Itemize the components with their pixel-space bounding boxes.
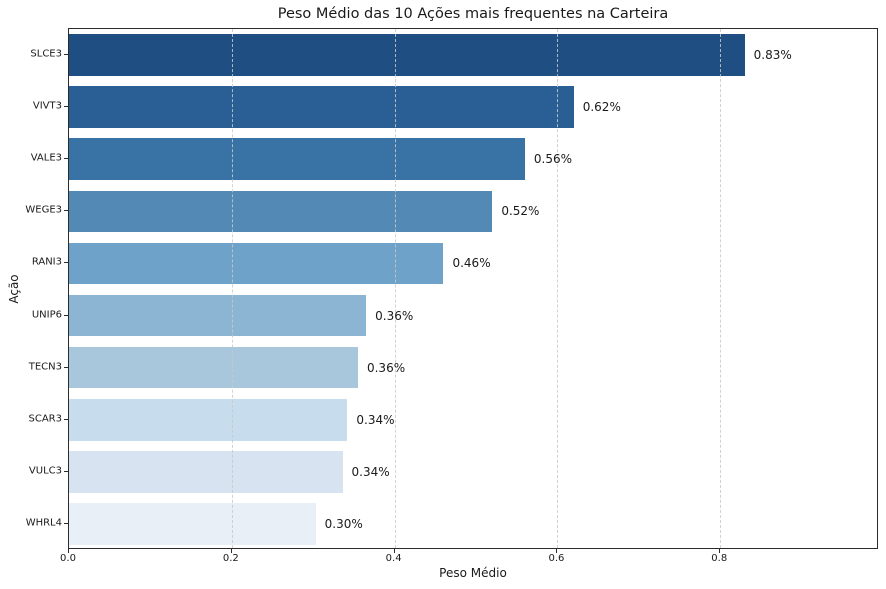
x-tick-label: 0.8 [711,553,728,564]
y-tick-mark [64,54,68,56]
y-tick-label: UNIP6 [31,309,62,321]
x-tick-mark [68,549,69,553]
x-tick-mark [393,549,395,553]
y-tick-label: VULC3 [28,465,62,477]
bar-value-label: 0.56% [533,152,572,167]
x-tick-label: 0.6 [548,553,565,564]
bar-slce3 [69,34,745,76]
gridline [720,29,722,548]
x-tick-mark [230,549,232,553]
plot-area: 0.83% 0.62% 0.56% 0.52% 0.46% 0.36% 0.36% 0.34%… [68,28,878,549]
bar-value-label: 0.52% [501,204,540,219]
bar-tecn3 [69,346,358,389]
y-tick-mark [64,210,68,212]
y-axis-label: Ação [7,274,21,304]
y-tick-mark [64,314,68,316]
bar-wege3 [69,190,493,233]
y-tick-label: RANI3 [31,256,62,268]
bar-vale3 [69,138,525,181]
bar-scar3 [69,398,348,441]
y-tick-label: VIVT3 [32,100,62,112]
chart-title: Peso Médio das 10 Ações mais frequentes … [277,6,669,22]
gridline [231,29,233,548]
y-tick-label: SCAR3 [28,413,62,425]
y-tick-mark [64,470,68,472]
gridline [557,29,559,548]
bar-value-label: 0.83% [753,48,792,63]
bar-whrl4 [69,503,316,545]
y-tick-label: SLCE3 [30,48,62,60]
x-tick-label: 0.2 [222,553,239,564]
bar-value-label: 0.46% [452,256,491,271]
y-tick-mark [64,158,68,160]
x-tick-mark [719,549,721,553]
y-tick-mark [64,418,68,420]
bar-value-label: 0.36% [366,360,406,375]
bar-vulc3 [69,451,343,493]
bar-rani3 [69,242,444,285]
x-tick-label: 0.4 [385,553,402,564]
bar-value-label: 0.36% [375,308,414,323]
y-tick-mark [64,522,68,524]
y-tick-label: WHRL4 [25,517,62,529]
bar-value-label: 0.34% [351,464,390,479]
bar-vivt3 [69,86,574,128]
bar-unip6 [69,294,367,337]
bar-value-label: 0.62% [582,100,621,115]
x-tick-label: 0.0 [60,553,76,564]
bar-value-label: 0.30% [324,516,363,531]
y-tick-label: WEGE3 [25,204,62,216]
x-axis-label: Peso Médio [439,566,507,580]
gridline [394,29,396,548]
x-tick-mark [556,549,558,553]
y-tick-mark [64,366,68,368]
y-tick-label: VALE3 [30,152,62,164]
y-tick-mark [64,262,68,264]
bar-value-label: 0.34% [356,412,395,427]
y-tick-mark [64,106,68,108]
y-tick-label: TECN3 [28,361,62,373]
